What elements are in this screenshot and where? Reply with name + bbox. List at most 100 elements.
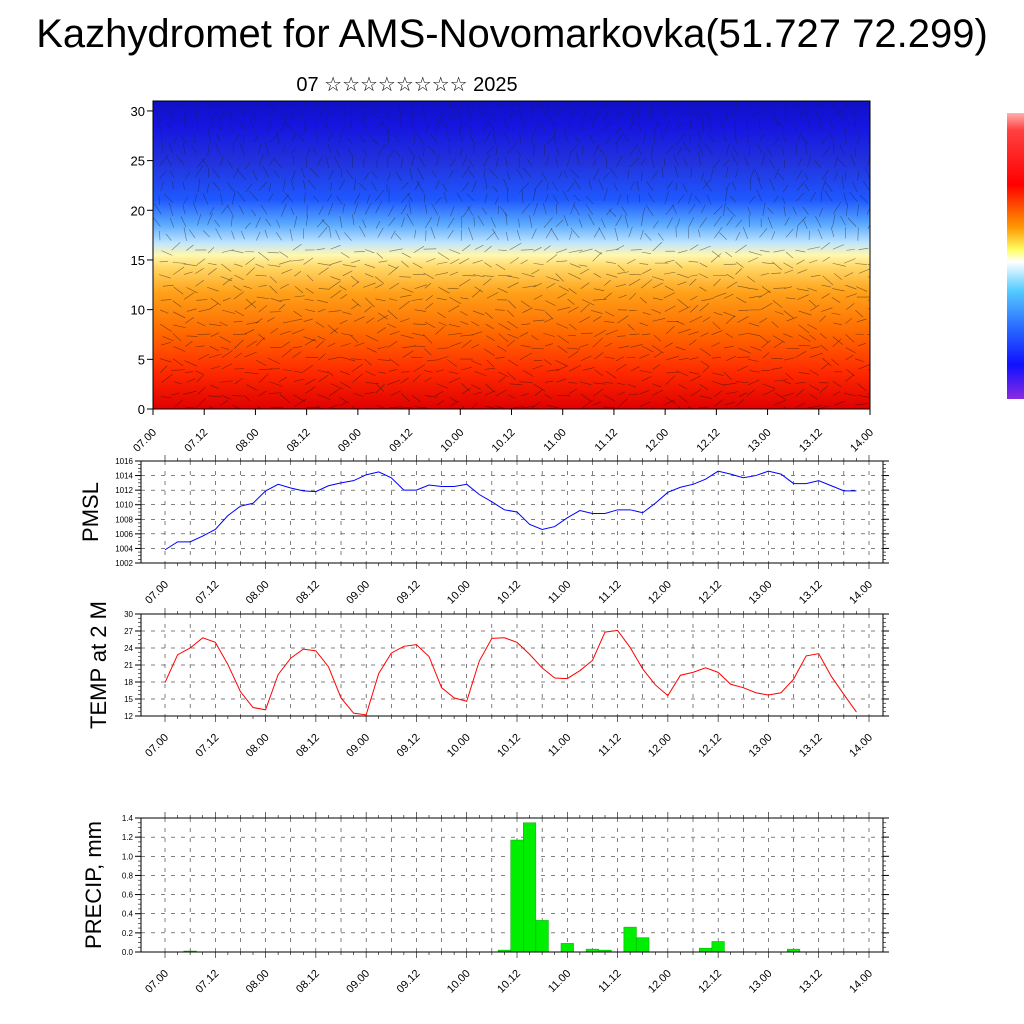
- wind-barb: [774, 168, 780, 179]
- wind-barb: [616, 110, 622, 119]
- wind-barb: [214, 220, 221, 228]
- xtick-label: 10.12: [495, 579, 523, 607]
- wind-barb: [401, 182, 409, 190]
- wind-barb: [171, 392, 180, 396]
- wind-barb: [639, 370, 652, 373]
- cs-ytick-label: 20: [131, 203, 145, 218]
- wind-barb: [593, 288, 605, 292]
- wind-barb: [533, 143, 535, 157]
- wind-barb: [305, 287, 314, 294]
- wind-barb: [382, 123, 389, 133]
- wind-barb: [628, 226, 633, 238]
- wind-barb: [663, 158, 666, 167]
- wind-barb: [210, 332, 220, 337]
- wind-barb: [436, 261, 448, 265]
- wind-barb: [488, 121, 496, 133]
- wind-barb: [270, 327, 279, 334]
- wind-barb: [411, 107, 414, 121]
- wind-barb: [216, 133, 221, 143]
- wind-barb: [436, 216, 440, 227]
- wind-barb: [795, 226, 799, 238]
- wind-barb: [412, 374, 421, 383]
- wind-barb: [477, 215, 485, 226]
- xtick-label: 09.12: [395, 732, 423, 760]
- wind-barb: [327, 130, 334, 142]
- wind-barb: [550, 228, 559, 241]
- wind-barb: [413, 364, 426, 372]
- wind-barb: [694, 196, 701, 204]
- xtick-label: 11.00: [546, 732, 573, 759]
- wind-barb: [652, 276, 664, 281]
- wind-barb: [364, 297, 375, 308]
- wind-barb: [231, 191, 236, 205]
- wind-barb: [747, 379, 760, 386]
- wind-barb: [698, 229, 701, 238]
- wind-barb: [430, 227, 436, 239]
- wind-barb: [661, 166, 664, 178]
- wind-barb: [630, 249, 642, 251]
- wind-barb: [321, 219, 330, 228]
- wind-barb: [197, 333, 211, 336]
- wind-barb: [699, 384, 709, 391]
- wind-barb: [483, 348, 495, 356]
- wind-barb: [267, 121, 273, 131]
- wind-barb: [786, 297, 796, 300]
- wind-barb: [796, 402, 806, 408]
- wind-barb: [437, 252, 450, 260]
- wind-barb: [756, 141, 762, 154]
- wind-barb: [375, 384, 385, 394]
- wind-barb: [818, 207, 823, 217]
- wind-barb: [507, 275, 520, 279]
- wind-barb: [723, 159, 730, 167]
- wind-barb: [629, 333, 640, 335]
- wind-barb: [616, 101, 619, 109]
- wind-barb: [305, 309, 316, 312]
- wind-barb: [353, 192, 361, 205]
- wind-barb: [280, 119, 287, 132]
- xtick-label: 12.00: [646, 968, 674, 996]
- wind-barb: [747, 389, 756, 396]
- wind-barb: [702, 366, 710, 373]
- wind-barb: [686, 110, 695, 120]
- wind-barb: [568, 306, 579, 313]
- wind-barb: [437, 111, 446, 121]
- cs-xtick-label: 10.12: [490, 427, 518, 455]
- xtick-label: 13.00: [747, 732, 775, 760]
- wind-barb: [665, 355, 679, 361]
- xtick-label: 10.12: [495, 968, 523, 996]
- wind-barb: [724, 401, 735, 406]
- wind-barb: [857, 171, 860, 181]
- wind-barb: [254, 101, 259, 108]
- wind-barb: [534, 309, 545, 311]
- wind-barb: [264, 229, 268, 238]
- wind-barb: [324, 121, 330, 132]
- wind-barb: [762, 383, 776, 389]
- wind-barb: [519, 352, 532, 361]
- wind-barb: [473, 391, 482, 395]
- wind-barb: [678, 111, 683, 119]
- wind-barb: [245, 298, 257, 309]
- wind-barb: [186, 244, 194, 251]
- wind-barb: [542, 203, 547, 215]
- wind-barb: [186, 378, 196, 383]
- wind-barb: [339, 101, 342, 106]
- wind-barb: [485, 405, 498, 409]
- wind-barb: [438, 286, 450, 294]
- wind-barb: [254, 134, 258, 143]
- wind-barb: [701, 297, 714, 302]
- wind-barb: [317, 263, 331, 266]
- wind-barb: [772, 111, 775, 121]
- wind-barb: [186, 287, 198, 294]
- wind-barb: [651, 345, 664, 354]
- wind-barb: [184, 271, 193, 275]
- wind-barb: [399, 318, 410, 323]
- wind-barb: [688, 203, 696, 214]
- wind-barb: [617, 335, 626, 337]
- wind-barb: [546, 283, 556, 289]
- wind-barb: [210, 384, 219, 389]
- wind-barb: [675, 346, 686, 351]
- wind-barb: [364, 273, 374, 278]
- wind-barb: [498, 371, 509, 378]
- wind-barb: [375, 221, 381, 229]
- wind-barb: [641, 268, 652, 275]
